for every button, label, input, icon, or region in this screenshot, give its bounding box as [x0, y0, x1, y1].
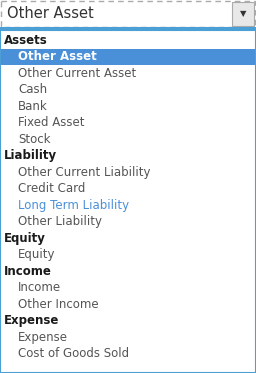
- Bar: [1, 48, 255, 65]
- Bar: [1, 1, 255, 27]
- Text: Other Asset: Other Asset: [18, 50, 97, 63]
- Text: Expense: Expense: [18, 331, 68, 344]
- Text: Income: Income: [4, 265, 52, 278]
- Text: Expense: Expense: [4, 314, 59, 327]
- Text: Assets: Assets: [4, 34, 48, 47]
- Text: Cost of Goods Sold: Cost of Goods Sold: [18, 347, 129, 360]
- Text: Other Current Liability: Other Current Liability: [18, 166, 151, 179]
- Text: Long Term Liability: Long Term Liability: [18, 199, 129, 212]
- Text: Equity: Equity: [4, 232, 46, 245]
- Text: Other Current Asset: Other Current Asset: [18, 67, 136, 80]
- Text: Other Income: Other Income: [18, 298, 99, 311]
- Text: Credit Card: Credit Card: [18, 182, 85, 195]
- Text: Income: Income: [18, 281, 61, 294]
- Text: Equity: Equity: [18, 248, 56, 261]
- Text: Other Liability: Other Liability: [18, 215, 102, 228]
- Text: Other Asset: Other Asset: [7, 6, 94, 22]
- Text: Bank: Bank: [18, 100, 48, 113]
- Text: ▼: ▼: [240, 9, 246, 19]
- Text: Fixed Asset: Fixed Asset: [18, 116, 84, 129]
- Text: Stock: Stock: [18, 133, 50, 146]
- Bar: [232, 2, 254, 26]
- Text: Cash: Cash: [18, 83, 47, 96]
- Text: Liability: Liability: [4, 149, 57, 162]
